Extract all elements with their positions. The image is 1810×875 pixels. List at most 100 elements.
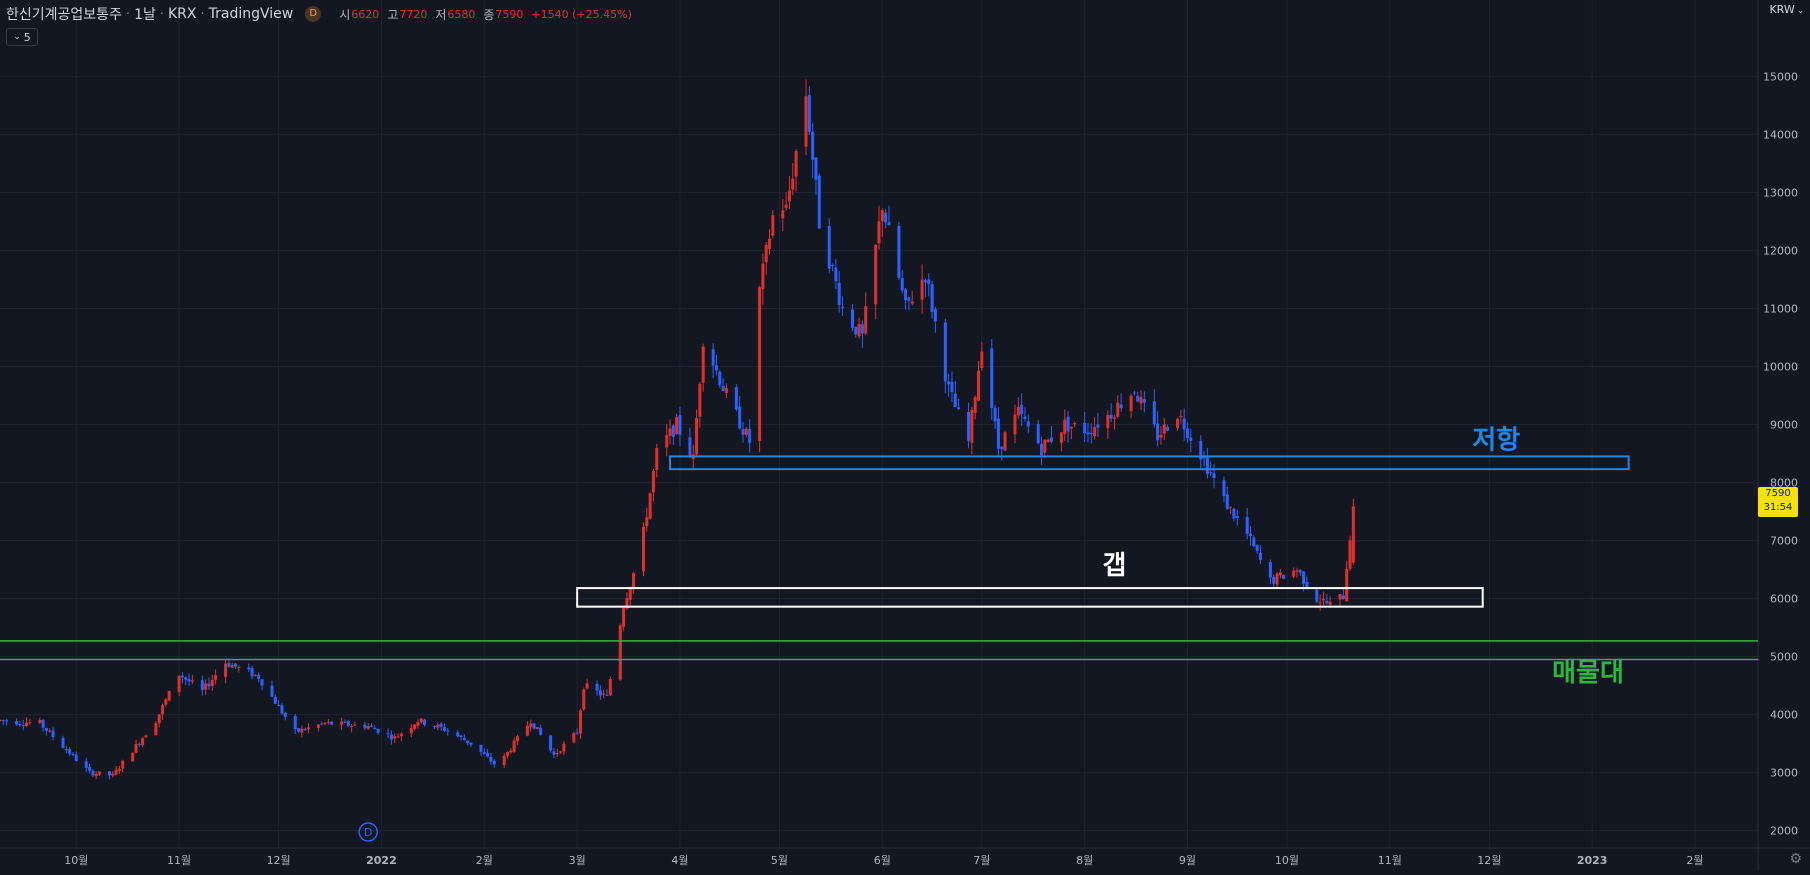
open-value: 6620: [351, 7, 380, 21]
candle-body: [850, 309, 854, 328]
candle-body: [1066, 416, 1070, 432]
candle-body: [608, 679, 612, 696]
candle-body: [930, 284, 934, 312]
candle-body: [947, 381, 951, 385]
x-tick-label: 7월: [973, 854, 990, 867]
candle-body: [5, 720, 9, 722]
candle-body: [525, 725, 529, 736]
candle-body: [1182, 418, 1186, 430]
candle-body: [44, 728, 48, 731]
candle-body: [393, 736, 397, 739]
chevron-down-icon: ⌄: [13, 32, 21, 42]
candle-body: [350, 726, 354, 728]
x-tick-label: 2월: [1686, 854, 1703, 867]
data-badge[interactable]: D: [305, 6, 322, 22]
candle-body: [141, 738, 145, 746]
x-tick-label: 12월: [267, 854, 291, 867]
x-tick-label: 2023: [1577, 854, 1608, 867]
candle-body: [552, 751, 556, 755]
candle-body: [1176, 418, 1180, 429]
collapse-indicators-button[interactable]: ⌄ 5: [6, 28, 38, 46]
candle-body: [1132, 392, 1136, 394]
candle-body: [927, 279, 931, 284]
candle-body: [399, 733, 403, 737]
candle-body: [250, 668, 254, 677]
candle-body: [738, 406, 742, 429]
candle-body: [18, 723, 22, 725]
candle-body: [94, 773, 98, 777]
candle-body: [668, 428, 672, 436]
candle-body: [628, 587, 632, 600]
y-tick-label: 5000: [1770, 651, 1798, 664]
candle-body: [134, 743, 138, 753]
candle-body: [572, 732, 576, 743]
candle-body: [386, 733, 390, 735]
candle-body: [841, 306, 845, 308]
candle-body: [15, 721, 19, 725]
candle-body: [1159, 434, 1163, 438]
candle-body: [489, 756, 493, 762]
y-tick-label: 14000: [1763, 128, 1798, 141]
candle-body: [923, 280, 927, 283]
candle-body: [469, 742, 473, 745]
candle-body: [1046, 439, 1050, 442]
candle-body: [247, 667, 251, 670]
candle-body: [51, 730, 55, 738]
supply-label: 매물대: [1552, 658, 1624, 688]
low-value: 6580: [447, 7, 476, 21]
candle-body: [200, 680, 204, 690]
candle-body: [1189, 437, 1193, 441]
candle-body: [214, 675, 218, 680]
candle-body: [270, 685, 274, 697]
candle-body: [1069, 426, 1073, 429]
interval-label[interactable]: 1날: [134, 7, 156, 23]
candle-body: [532, 723, 536, 729]
candle-body: [758, 287, 762, 441]
candle-body: [701, 346, 705, 383]
candle-body: [807, 95, 811, 132]
candle-body: [1325, 600, 1329, 604]
candle-body: [207, 683, 211, 687]
candle-body: [559, 751, 563, 753]
x-tick-label: 5월: [771, 854, 788, 867]
y-tick-label: 9000: [1770, 418, 1798, 431]
candle-body: [515, 736, 519, 742]
candle-body: [466, 740, 470, 744]
candle-body: [131, 752, 135, 762]
candle-body: [907, 297, 911, 301]
candle-body: [482, 752, 486, 755]
candle-body: [595, 683, 599, 691]
symbol-name[interactable]: 한신기계공업보통주: [6, 7, 122, 23]
candle-body: [509, 750, 513, 753]
candle-body: [1318, 602, 1322, 604]
candle-body: [688, 437, 692, 457]
candle-body: [280, 705, 284, 714]
candle-body: [1049, 437, 1053, 442]
candle-body: [442, 726, 446, 731]
candle-body: [61, 737, 65, 748]
candle-body: [618, 625, 622, 680]
candle-body: [184, 677, 188, 680]
candle-body: [1166, 426, 1170, 431]
candle-body: [598, 690, 602, 696]
candle-body: [1302, 571, 1306, 584]
candle-body: [114, 769, 118, 775]
candle-body: [436, 724, 440, 728]
candle-body: [98, 771, 102, 775]
candle-body: [1093, 427, 1097, 437]
candle-body: [84, 761, 88, 768]
dividend-marker: [358, 822, 378, 842]
candle-body: [502, 755, 506, 766]
gear-icon[interactable]: ⚙: [1789, 851, 1802, 867]
candle-body: [744, 428, 748, 436]
candle-body: [714, 365, 718, 371]
currency-selector[interactable]: KRW ⌄: [1769, 3, 1804, 16]
candle-body: [277, 705, 281, 707]
candle-body: [1116, 402, 1120, 417]
candle-body: [177, 675, 181, 692]
candle-body: [748, 428, 752, 444]
candle-body: [884, 212, 888, 223]
candle-body: [164, 699, 168, 705]
